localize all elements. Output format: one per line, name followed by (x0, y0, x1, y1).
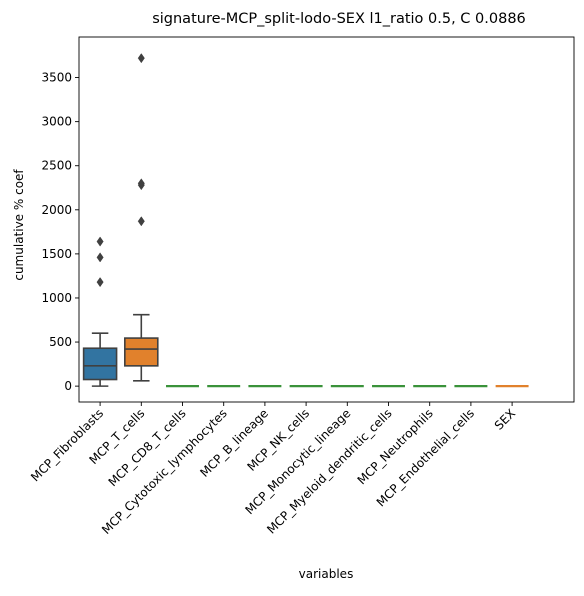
y-tick-label: 0 (64, 379, 72, 393)
outlier-point (137, 53, 145, 64)
box-iqr (124, 337, 159, 367)
y-tick-label: 3000 (41, 115, 72, 129)
y-axis-label: cumulative % coef (12, 169, 26, 281)
outlier-point (96, 277, 104, 288)
y-tick-label: 2000 (41, 203, 72, 217)
outlier-point (96, 236, 104, 247)
chart-title: signature-MCP_split-lodo-SEX l1_ratio 0.… (152, 11, 526, 27)
axes-frame (78, 36, 575, 403)
outlier-point (137, 216, 145, 227)
y-tick-label: 3500 (41, 71, 72, 85)
y-tick-label: 1000 (41, 291, 72, 305)
y-tick-label: 2500 (41, 159, 72, 173)
y-tick-label: 1500 (41, 247, 72, 261)
outlier-point (96, 252, 104, 263)
x-axis-label: variables (299, 567, 354, 581)
box-iqr (82, 347, 118, 381)
y-tick-label: 500 (49, 335, 72, 349)
outlier-point (137, 178, 145, 189)
